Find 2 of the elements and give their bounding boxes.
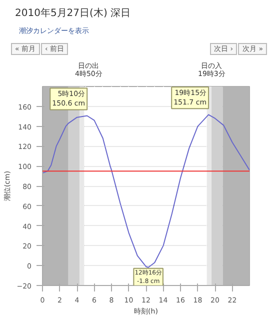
chart-title: 2010年5月27日(木) 深日 bbox=[15, 7, 131, 21]
line-series bbox=[42, 114, 250, 268]
